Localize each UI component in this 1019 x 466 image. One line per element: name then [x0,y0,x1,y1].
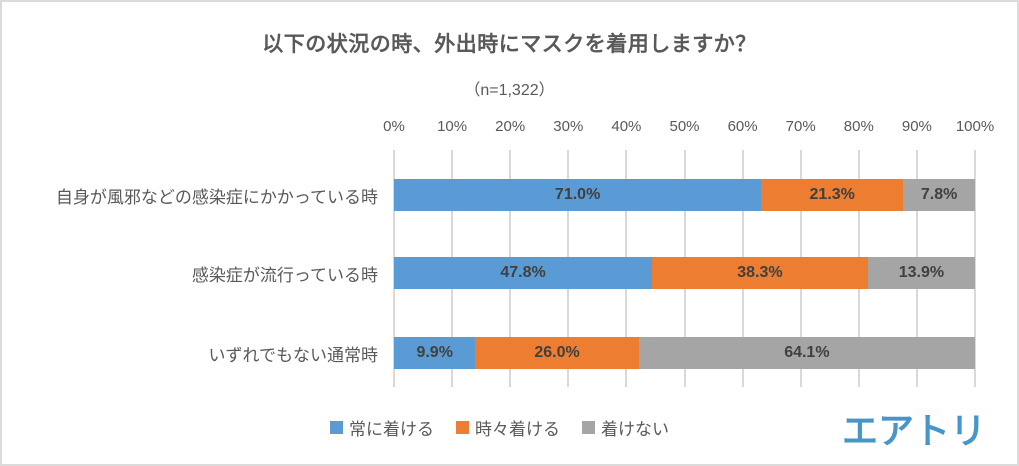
bar-segment-series-3: 7.8% [903,179,975,211]
data-label: 26.0% [534,344,580,361]
x-axis-tick-label: 60% [727,118,758,135]
legend-label: 常に着ける [349,419,434,439]
legend-item-series-1: 常に着ける [330,415,434,440]
x-axis-tick-label: 70% [785,118,816,135]
x-axis-tick-label: 0% [383,118,405,135]
x-axis-tick-label: 30% [553,118,584,135]
bar-segment-series-2: 26.0% [475,337,639,369]
legend-item-series-3: 着けない [582,415,669,440]
bar-row: 47.8% 38.3% 13.9% [394,257,976,289]
chart-title: 以下の状況の時、外出時にマスクを着用しますか？ [262,33,757,56]
x-axis-tick-label: 90% [901,118,932,135]
bar-segment-series-3: 64.1% [638,337,975,369]
data-label: 7.8% [920,186,958,203]
brand-logo: エアトリ [842,410,987,451]
x-axis-tick-label: 20% [495,118,526,135]
bar-segment-series-2: 38.3% [652,257,868,289]
data-label: 71.0% [554,186,601,203]
legend-item-series-2: 時々着ける [456,415,560,440]
bar-row: 71.0% 21.3% 7.8% [394,179,975,211]
category-label: 自身が風邪などの感染症にかかっている時 [55,187,378,207]
x-axis-tick-label: 10% [437,118,468,135]
bar-segment-series-3: 13.9% [867,257,976,289]
x-axis-tick-label: 50% [669,118,700,135]
category-label: いずれでもない通常時 [208,345,379,365]
legend-label: 時々着ける [475,419,560,439]
legend: 常に着ける 時々着ける 着けない [330,414,669,440]
category-label: 感染症が流行っている時 [191,265,378,285]
data-label: 47.8% [500,264,546,281]
data-label: 38.3% [737,264,783,281]
x-axis-tick-label: 80% [843,118,874,135]
x-axis-tick-label: 100% [955,118,995,135]
legend-marker-icon [330,420,343,434]
data-label: 64.1% [784,344,830,361]
data-label: 13.9% [898,264,945,281]
bar-segment-series-2: 21.3% [761,179,904,211]
legend-label: 着けない [601,419,669,439]
sample-size-label: （n=1,322） [464,82,555,99]
bar-segment-series-1: 71.0% [394,179,762,211]
x-axis-tick-label: 40% [611,118,642,135]
data-label: 9.9% [416,344,453,361]
x-axis: 0% 10% 20% 30% 40% 50% 60% 70% 80% 90% 100% [2,118,1017,138]
plot-area: 71.0% 21.3% 7.8% 47.8% 38.3% 13.9% 9.9% 26.0% 64… [393,150,976,387]
bar-segment-series-1: 47.8% [394,257,653,289]
legend-marker-icon [582,420,595,434]
bar-segment-series-1: 9.9% [394,337,476,369]
data-label: 21.3% [809,186,855,203]
bar-row: 9.9% 26.0% 64.1% [394,337,975,369]
legend-marker-icon [456,420,469,434]
